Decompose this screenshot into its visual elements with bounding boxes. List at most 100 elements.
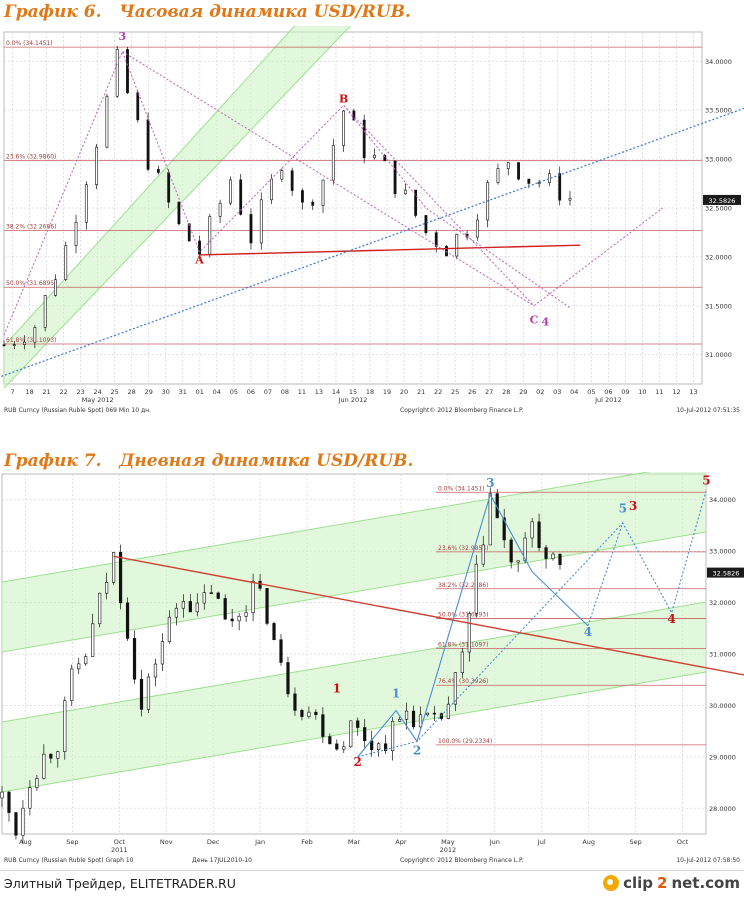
candle-body — [223, 598, 227, 620]
daily-usd-rub-chart: Aug Sep Oct Nov Dec Jan Feb Mar Apr May Jun Jul Aug S… — [0, 472, 744, 864]
candle-body — [105, 582, 109, 594]
candle-body — [42, 753, 46, 779]
y-tick-label: 31.0000 — [709, 651, 736, 659]
chart-period-label: День 17JUL2010-10 — [192, 857, 252, 864]
candle-body — [383, 154, 387, 162]
chart-copyright-label: Copyright© 2012 Bloomberg Finance L.P. — [400, 407, 524, 414]
candle-body — [229, 179, 232, 204]
x-tick-label: 13 — [315, 388, 323, 396]
y-tick-label: 32.0000 — [709, 599, 736, 607]
y-tick-label: 33.5000 — [705, 107, 732, 115]
x-tick-label: Jun — [489, 838, 500, 846]
fib-level-label: 0.0% (34.1451) — [6, 40, 53, 47]
candle-body — [568, 197, 572, 201]
wave-label: 5 — [619, 502, 627, 516]
x-tick-label: May — [441, 838, 455, 846]
candle-body — [548, 173, 551, 183]
x-tick-label: Nov — [160, 838, 173, 846]
candle-body — [321, 714, 325, 737]
x-tick-label: 09 — [621, 388, 629, 396]
candle-body — [363, 727, 367, 742]
candle-body — [362, 119, 366, 159]
candle-body — [33, 327, 37, 343]
last-price-marker — [707, 567, 744, 578]
candle-body — [280, 170, 284, 180]
fib-level-label: 50.0% (31.6893) — [438, 612, 488, 619]
candle-body — [537, 182, 541, 184]
candle-body — [523, 537, 527, 562]
fib-level-label: 61.8% (31.1097) — [438, 641, 488, 648]
chart-7-title: График 7. Дневная динамика USD/RUB. — [4, 451, 414, 471]
candle-body — [414, 189, 418, 216]
candle-body — [202, 592, 206, 604]
x-tick-label: 28 — [128, 388, 136, 396]
candle-body — [91, 623, 95, 657]
candle-body — [455, 234, 459, 257]
candle-body — [370, 740, 374, 751]
candle-body — [251, 580, 255, 613]
candle-body — [544, 547, 548, 559]
candle-body — [265, 588, 269, 624]
candle-body — [139, 678, 144, 710]
candle-body — [373, 154, 376, 159]
wave-label: A — [194, 254, 204, 267]
candle-body — [488, 493, 492, 546]
x-tick-label: 31 — [179, 388, 187, 396]
candle-body — [342, 746, 346, 750]
candle-body — [286, 662, 290, 695]
candle-body — [35, 778, 39, 789]
candle-body — [132, 638, 137, 680]
candle-body — [167, 616, 172, 642]
candle-body — [112, 551, 116, 583]
wave-label: 2 — [354, 755, 362, 769]
candle-body — [335, 743, 339, 750]
channel-band — [2, 472, 706, 652]
wave-path-blue — [357, 493, 589, 758]
candle-body — [314, 711, 318, 715]
candle-body — [84, 184, 88, 223]
x-period-label: 2011 — [111, 846, 128, 854]
x-tick-label: 07 — [264, 388, 272, 396]
x-tick-label: 11 — [655, 388, 663, 396]
last-price-label: 32.5826 — [709, 197, 736, 205]
chart-source-label: RUB Curncy (Russian Ruble Spot) Graph 10 — [4, 857, 134, 864]
x-tick-label: 01 — [196, 388, 204, 396]
y-tick-label: 34.0000 — [705, 58, 732, 66]
chart-timestamp-label: 10-Jul-2012 07:58:50 — [676, 857, 740, 864]
candle-body — [77, 663, 81, 670]
x-tick-label: 29 — [519, 388, 527, 396]
x-tick-label: 28 — [502, 388, 510, 396]
candle-body — [195, 602, 199, 613]
candle-body — [244, 612, 248, 617]
candle-body — [160, 641, 165, 665]
x-tick-label: 05 — [230, 388, 238, 396]
candle-body — [356, 720, 360, 728]
candle-body — [527, 178, 531, 184]
candle-body — [167, 172, 171, 203]
candle-body — [496, 168, 500, 183]
x-tick-label: 26 — [468, 388, 476, 396]
last-price-marker — [703, 194, 741, 205]
hourly-usd-rub-chart: 7 18 21 22 23 24 25 28 29 30 31 01 04 05 06 07 08 11 13 14 1… — [0, 26, 744, 414]
x-tick-label: Jul — [537, 838, 546, 846]
fib-level-label: 61.8% (31.1093) — [6, 337, 56, 344]
candle-body — [21, 807, 25, 836]
candle-body — [95, 146, 99, 185]
candle-body — [146, 676, 151, 710]
candle-body — [136, 92, 140, 121]
candle-body — [311, 201, 315, 206]
fib-level-label: 100.0% (29.2334) — [438, 738, 492, 745]
wave-label: 2 — [413, 743, 421, 757]
x-tick-label: Dec — [207, 838, 220, 846]
candle-body — [342, 110, 346, 146]
candle-body — [208, 216, 212, 255]
candle-body — [397, 719, 402, 722]
candle-body — [74, 221, 78, 246]
wave-label: 4 — [667, 612, 675, 626]
wave-label: 1 — [333, 682, 341, 696]
candle-body — [70, 668, 74, 701]
candle-body — [349, 720, 353, 748]
y-tick-label: 33.0000 — [705, 156, 732, 164]
candle-body — [321, 179, 325, 206]
candle-body — [481, 544, 485, 565]
